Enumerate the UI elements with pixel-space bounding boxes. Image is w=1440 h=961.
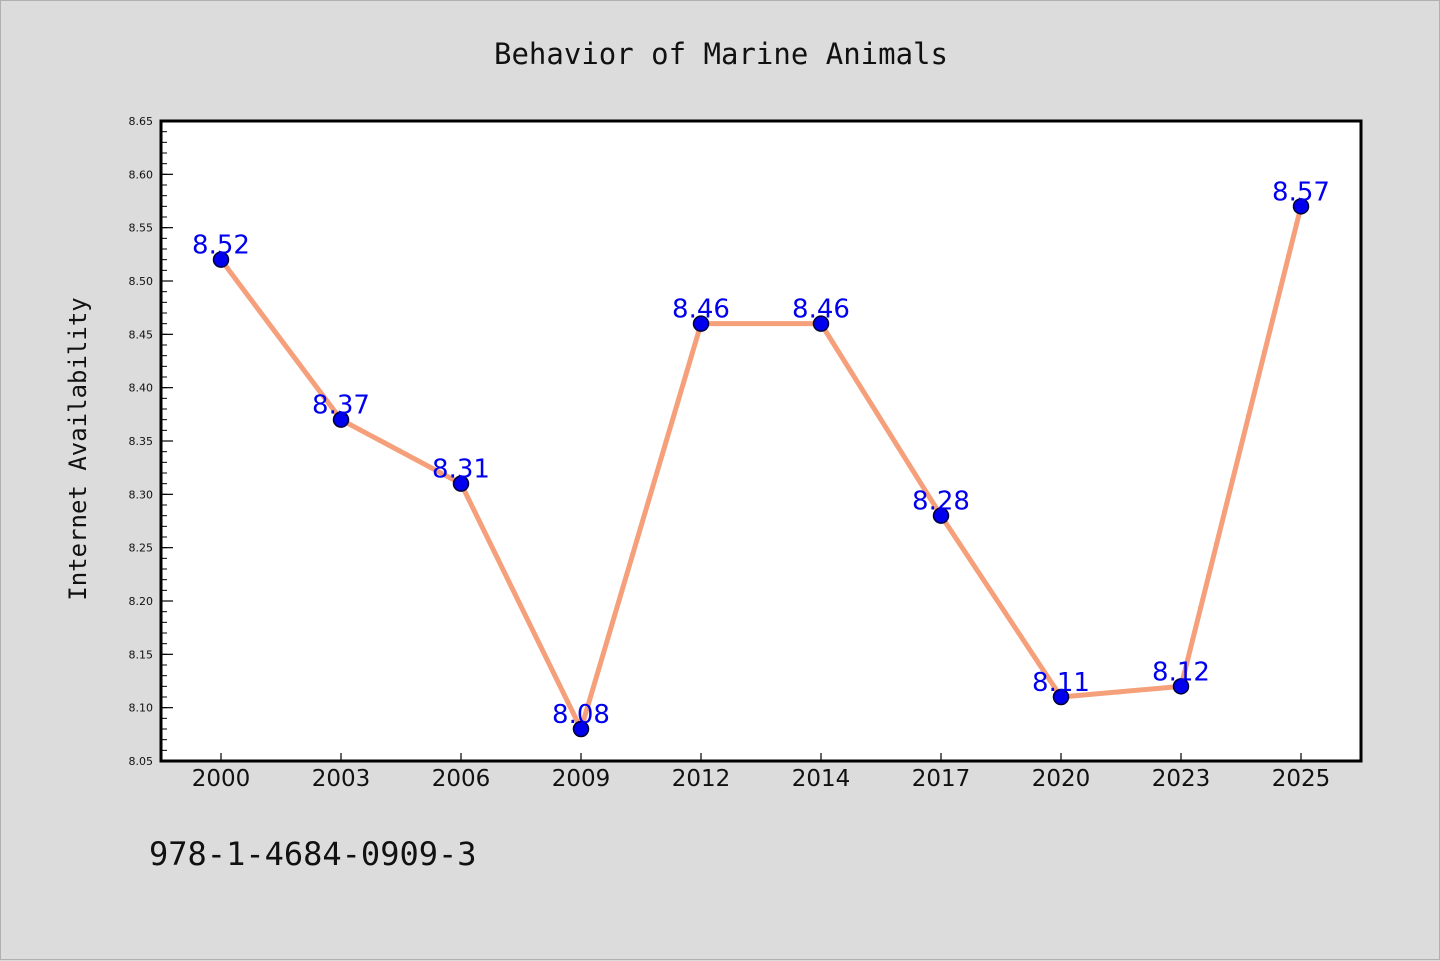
data-point	[1052, 688, 1070, 706]
data-label: 8.28	[912, 487, 970, 517]
data-point	[332, 411, 350, 428]
data-point	[452, 475, 470, 492]
y-tick-label: 8.60	[129, 168, 154, 181]
y-tick-label: 8.30	[129, 488, 154, 501]
y-tick-label: 8.35	[129, 435, 154, 448]
data-label: 8.52	[192, 231, 250, 261]
y-tick-label: 8.45	[129, 328, 154, 341]
data-label: 8.46	[792, 295, 850, 325]
data-point	[812, 315, 830, 332]
data-label: 8.12	[1152, 657, 1210, 687]
y-axis-label: Internet Availability	[64, 297, 92, 600]
data-point	[1292, 198, 1310, 215]
y-tick-label: 8.25	[129, 542, 154, 555]
y-tick-label: 8.40	[129, 382, 154, 395]
x-tick-label: 2020	[1032, 766, 1091, 792]
x-tick-label: 2025	[1272, 766, 1331, 792]
x-tick-label: 2003	[312, 766, 371, 792]
data-label: 8.57	[1272, 177, 1330, 207]
x-tick-label: 2014	[792, 766, 851, 792]
series-line	[219, 205, 1304, 732]
plot-frame	[159, 119, 1363, 763]
y-tick-label: 8.05	[129, 755, 154, 768]
chart-title: Behavior of Marine Animals	[494, 37, 948, 71]
data-label: 8.37	[312, 391, 370, 421]
data-point	[692, 315, 710, 332]
y-tick-label: 8.50	[129, 275, 154, 288]
data-point	[572, 720, 590, 738]
x-tick-label: 2000	[192, 766, 251, 792]
x-tick-label: 2023	[1152, 766, 1211, 792]
x-axis: 2000 2003 2006 2009 2012 2014 2017 2020 2023 2025	[192, 753, 1331, 792]
x-tick-label: 2017	[912, 766, 971, 792]
y-tick-label: 8.65	[129, 115, 154, 128]
data-point	[932, 507, 950, 524]
y-tick-label: 8.10	[129, 702, 154, 715]
data-label: 8.11	[1032, 668, 1090, 698]
data-points	[212, 198, 1310, 738]
data-label: 8.08	[552, 700, 610, 730]
y-axis: 8.05 8.10 8.15 8.20 8.25 8.30 8.35 8.40 8.45 8.50…	[129, 115, 173, 768]
data-label: 8.46	[672, 295, 730, 325]
y-tick-label: 8.15	[129, 648, 154, 661]
data-point	[1172, 678, 1190, 695]
data-label: 8.31	[432, 455, 490, 485]
y-tick-label: 8.20	[129, 595, 154, 608]
x-tick-label: 2006	[432, 766, 491, 792]
data-point	[212, 251, 230, 268]
plot-area	[161, 121, 1361, 761]
x-tick-label: 2012	[672, 766, 731, 792]
y-tick-label: 8.55	[129, 222, 154, 235]
x-tick-label: 2009	[552, 766, 611, 792]
data-labels: 8.52 8.37 8.31 8.08 8.46 8.46 8.28 8.11 8.12 8.57	[192, 177, 1330, 730]
isbn-text: 978-1-4684-0909-3	[149, 835, 477, 873]
